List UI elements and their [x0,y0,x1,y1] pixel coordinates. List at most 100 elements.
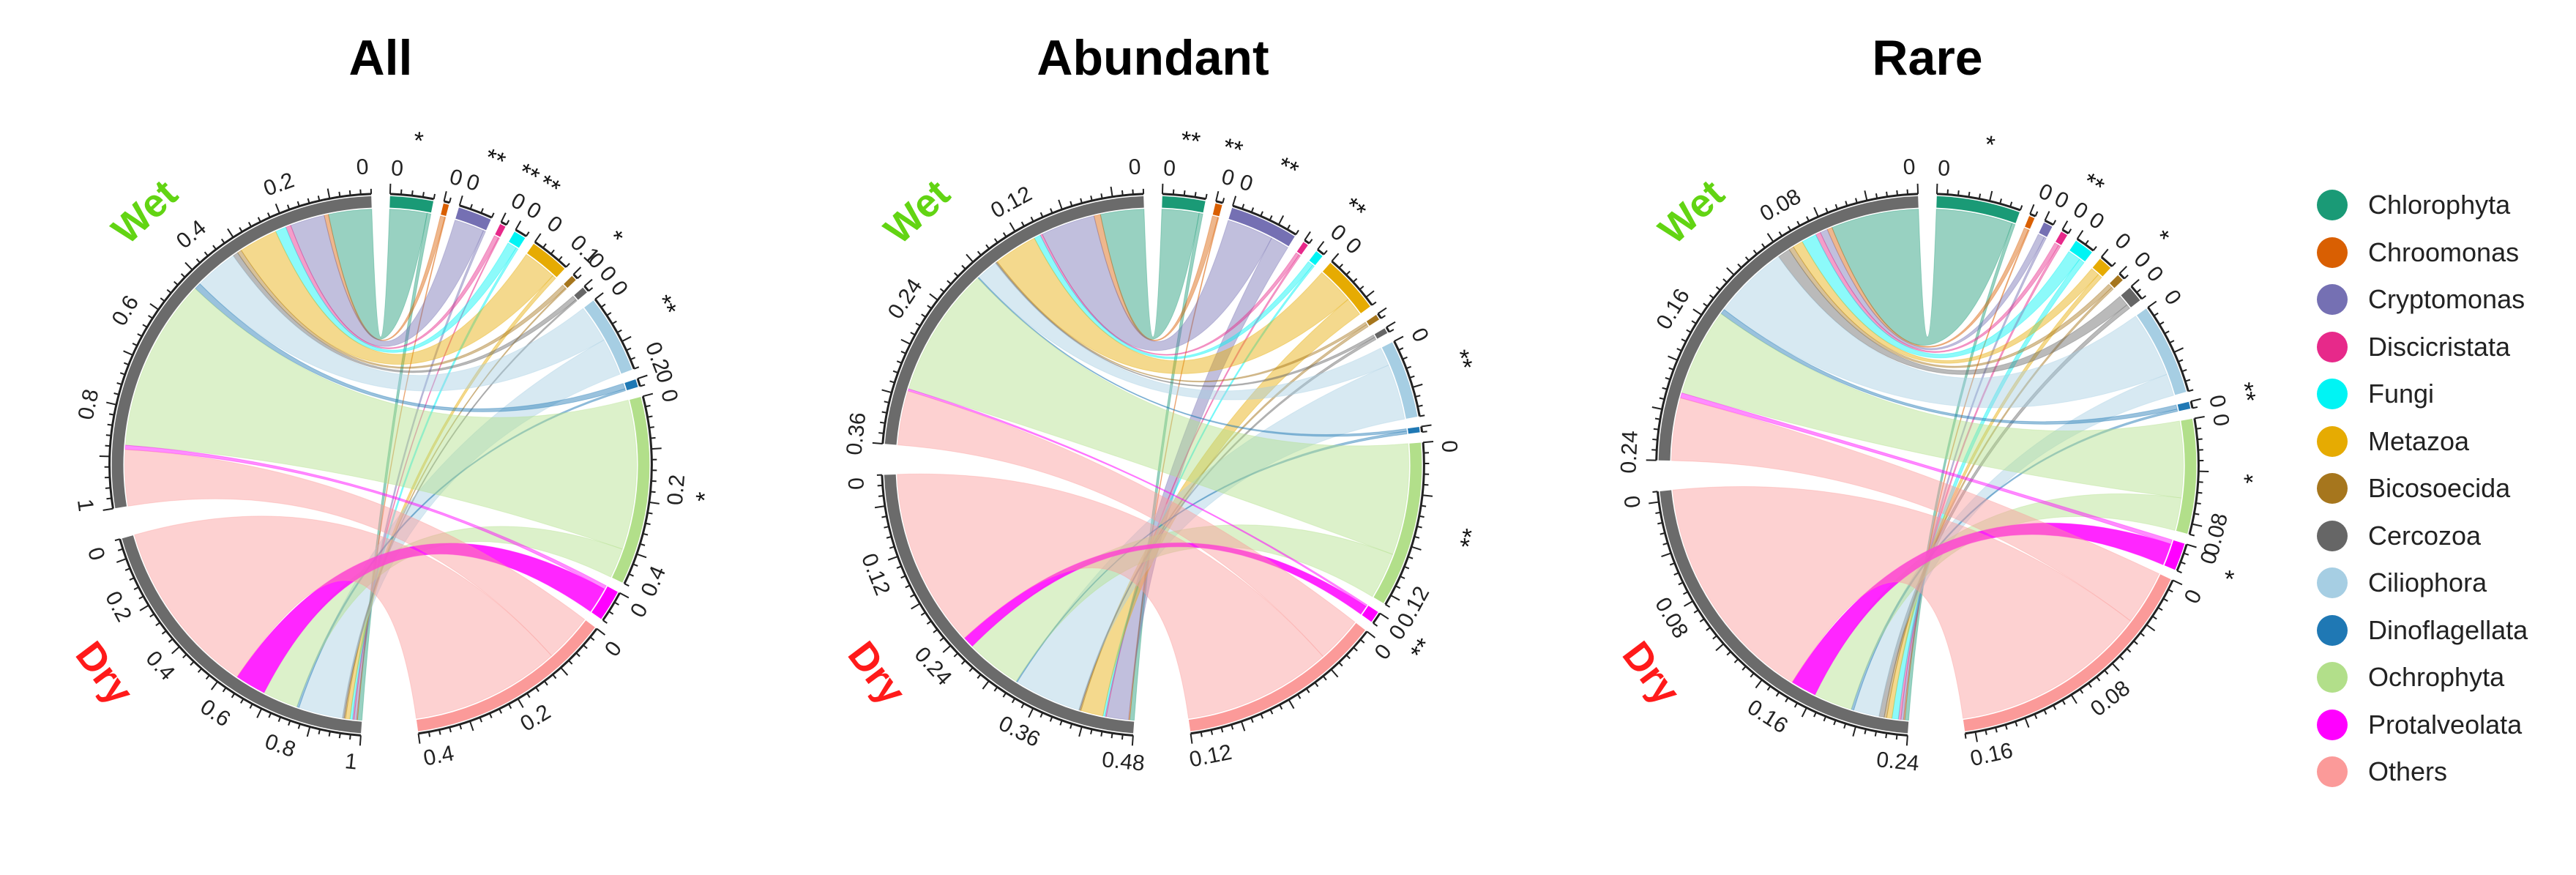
sector-arc [2039,222,2053,237]
axis-tick [1886,191,1889,197]
axis-tick [428,731,431,737]
axis-tick [508,703,512,710]
axis-tick [2061,699,2066,705]
axis-tick [124,567,131,571]
dry-group-arc [884,474,1135,734]
sector-arc [2121,287,2140,308]
axis-tick [2096,676,2101,682]
axis-tick [148,315,154,319]
axis-tick [1331,253,1340,262]
axis-tick [1654,417,1661,420]
axis-tick [889,546,895,549]
significance-mark: ** [2078,168,2109,201]
axis-tick [881,389,892,394]
axis-tick [1002,692,1007,698]
axis-tick [884,401,889,403]
sector-arc [1188,622,1365,731]
tick-label: 0.16 [1968,738,2015,771]
sector-axis [1393,340,1421,417]
legend-item: Chroomonas [2317,229,2566,277]
axis-tick [2092,245,2097,251]
axis-tick [611,320,617,325]
axis-tick [2118,655,2124,660]
axis-tick [2141,295,2146,300]
tick-label: 0.36 [842,412,870,457]
axis-tick [411,190,414,196]
axis-tick [1190,733,1193,744]
axis-tick [2176,570,2182,574]
axis-tick [2189,533,2195,537]
axis-tick [106,497,112,500]
sector-arc [1366,315,1380,326]
axis-tick [1845,201,1848,206]
axis-tick [636,553,647,559]
axis-tick [1684,600,1694,607]
axis-tick [222,687,227,693]
axis-tick [1422,431,1427,433]
sector-arc [564,275,576,288]
chord-ribbon [977,277,1408,437]
chord-ribbon [236,543,605,693]
axis-tick [2192,523,2203,527]
axis-tick [1678,581,1684,586]
axis-tick [517,698,524,708]
legend-item: Discicristata [2317,324,2566,371]
axis-tick [2118,266,2127,275]
axis-tick [1131,735,1134,746]
axis-tick [1755,679,1763,689]
axis-tick [942,644,952,653]
chord-ribbon [1897,245,2061,721]
axis-tick [2162,597,2168,602]
chord-ribbon [1884,286,2114,718]
axis-tick [129,577,135,581]
axis-tick [583,644,588,649]
axis-tick [133,587,139,590]
axis-tick [645,404,651,408]
chord-ribbon [1791,522,2172,696]
axis-tick [160,297,165,302]
axis-tick [123,362,130,366]
chord-ribbon [1105,254,1302,718]
axis-tick [2194,513,2200,515]
tick-label: 0.16 [1651,285,1695,334]
chord-ribbon [1815,231,2059,353]
legend-swatch [2317,473,2348,504]
tick-label: 0 [656,387,682,405]
axis-tick [1649,501,1660,504]
axis-tick [2178,359,2184,362]
axis-tick [1078,726,1083,737]
sector-axis [2188,418,2200,535]
sector-arc [1296,242,1308,255]
axis-tick [1390,595,1400,601]
axis-tick [2015,721,2018,727]
axis-tick [2079,688,2084,694]
axis-tick [2130,279,2140,287]
panel-title-abundant: Abundant [1037,30,1269,86]
axis-tick [257,217,261,223]
axis-tick [552,674,557,679]
axis-tick [1020,703,1025,709]
axis-tick [900,575,906,579]
axis-tick [307,198,310,204]
axis-tick [2044,211,2050,221]
legend-swatch [2317,662,2348,693]
axis-tick [583,278,593,287]
chord-ribbon [124,449,586,657]
chord-ribbon [1093,214,1219,341]
axis-tick [1100,193,1103,199]
axis-tick [1009,222,1016,232]
legend-swatch [2317,190,2348,221]
axis-tick [643,532,649,536]
sector-axis [1385,327,1391,333]
axis-tick [1737,263,1742,269]
legend-item: Fungi [2317,371,2566,418]
chord-ribbon [971,524,1394,682]
chord-ribbon [1814,493,2182,710]
chord-ribbon [908,278,1410,555]
tick-label: 0 [1437,439,1462,453]
significance-mark: ** [481,144,509,176]
axis-tick [1359,638,1365,644]
tick-label: 0 [463,169,482,196]
tick-label: 0.8 [74,387,104,422]
tick-label: 0 [626,599,653,622]
